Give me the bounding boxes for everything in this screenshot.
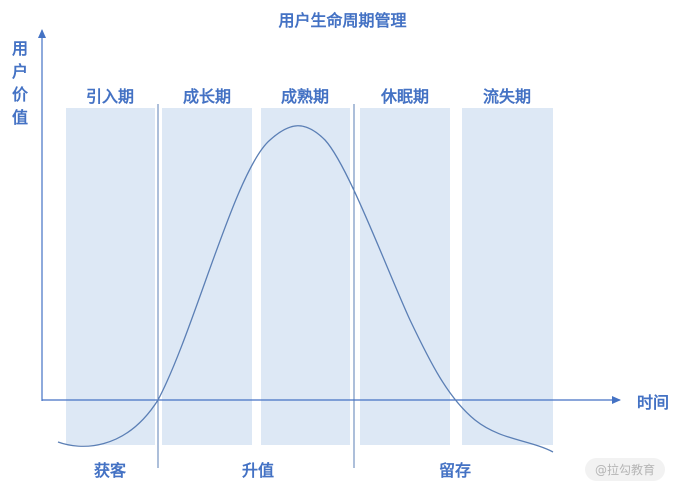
stage-band-dormant <box>360 108 450 445</box>
lifecycle-curve <box>57 125 554 453</box>
stage-band-intro <box>66 108 155 445</box>
phase-label-retain: 留存 <box>438 461 471 480</box>
y-axis-label-char: 价 <box>11 85 28 104</box>
stage-label-dormant: 休眠期 <box>380 87 429 106</box>
y-axis-label-char: 值 <box>11 108 28 127</box>
stage-label-growth: 成长期 <box>182 87 231 106</box>
y-axis-label: 用 户 价 值 <box>10 37 30 129</box>
stage-band-mature <box>261 108 350 445</box>
stage-band-churn <box>462 108 553 445</box>
y-axis-label-char: 户 <box>11 62 28 81</box>
stage-label-churn: 流失期 <box>482 87 531 106</box>
phase-label-upgrade: 升值 <box>241 461 274 480</box>
watermark: @拉勾教育 <box>585 458 666 481</box>
stage-label-mature: 成熟期 <box>280 87 329 106</box>
diagram-title: 用户生命周期管理 <box>278 11 407 30</box>
x-axis-label: 时间 <box>637 393 670 412</box>
stage-label-intro: 引入期 <box>85 87 134 106</box>
phase-label-acquire: 获客 <box>93 461 126 480</box>
y-axis-label-char: 用 <box>11 39 28 58</box>
